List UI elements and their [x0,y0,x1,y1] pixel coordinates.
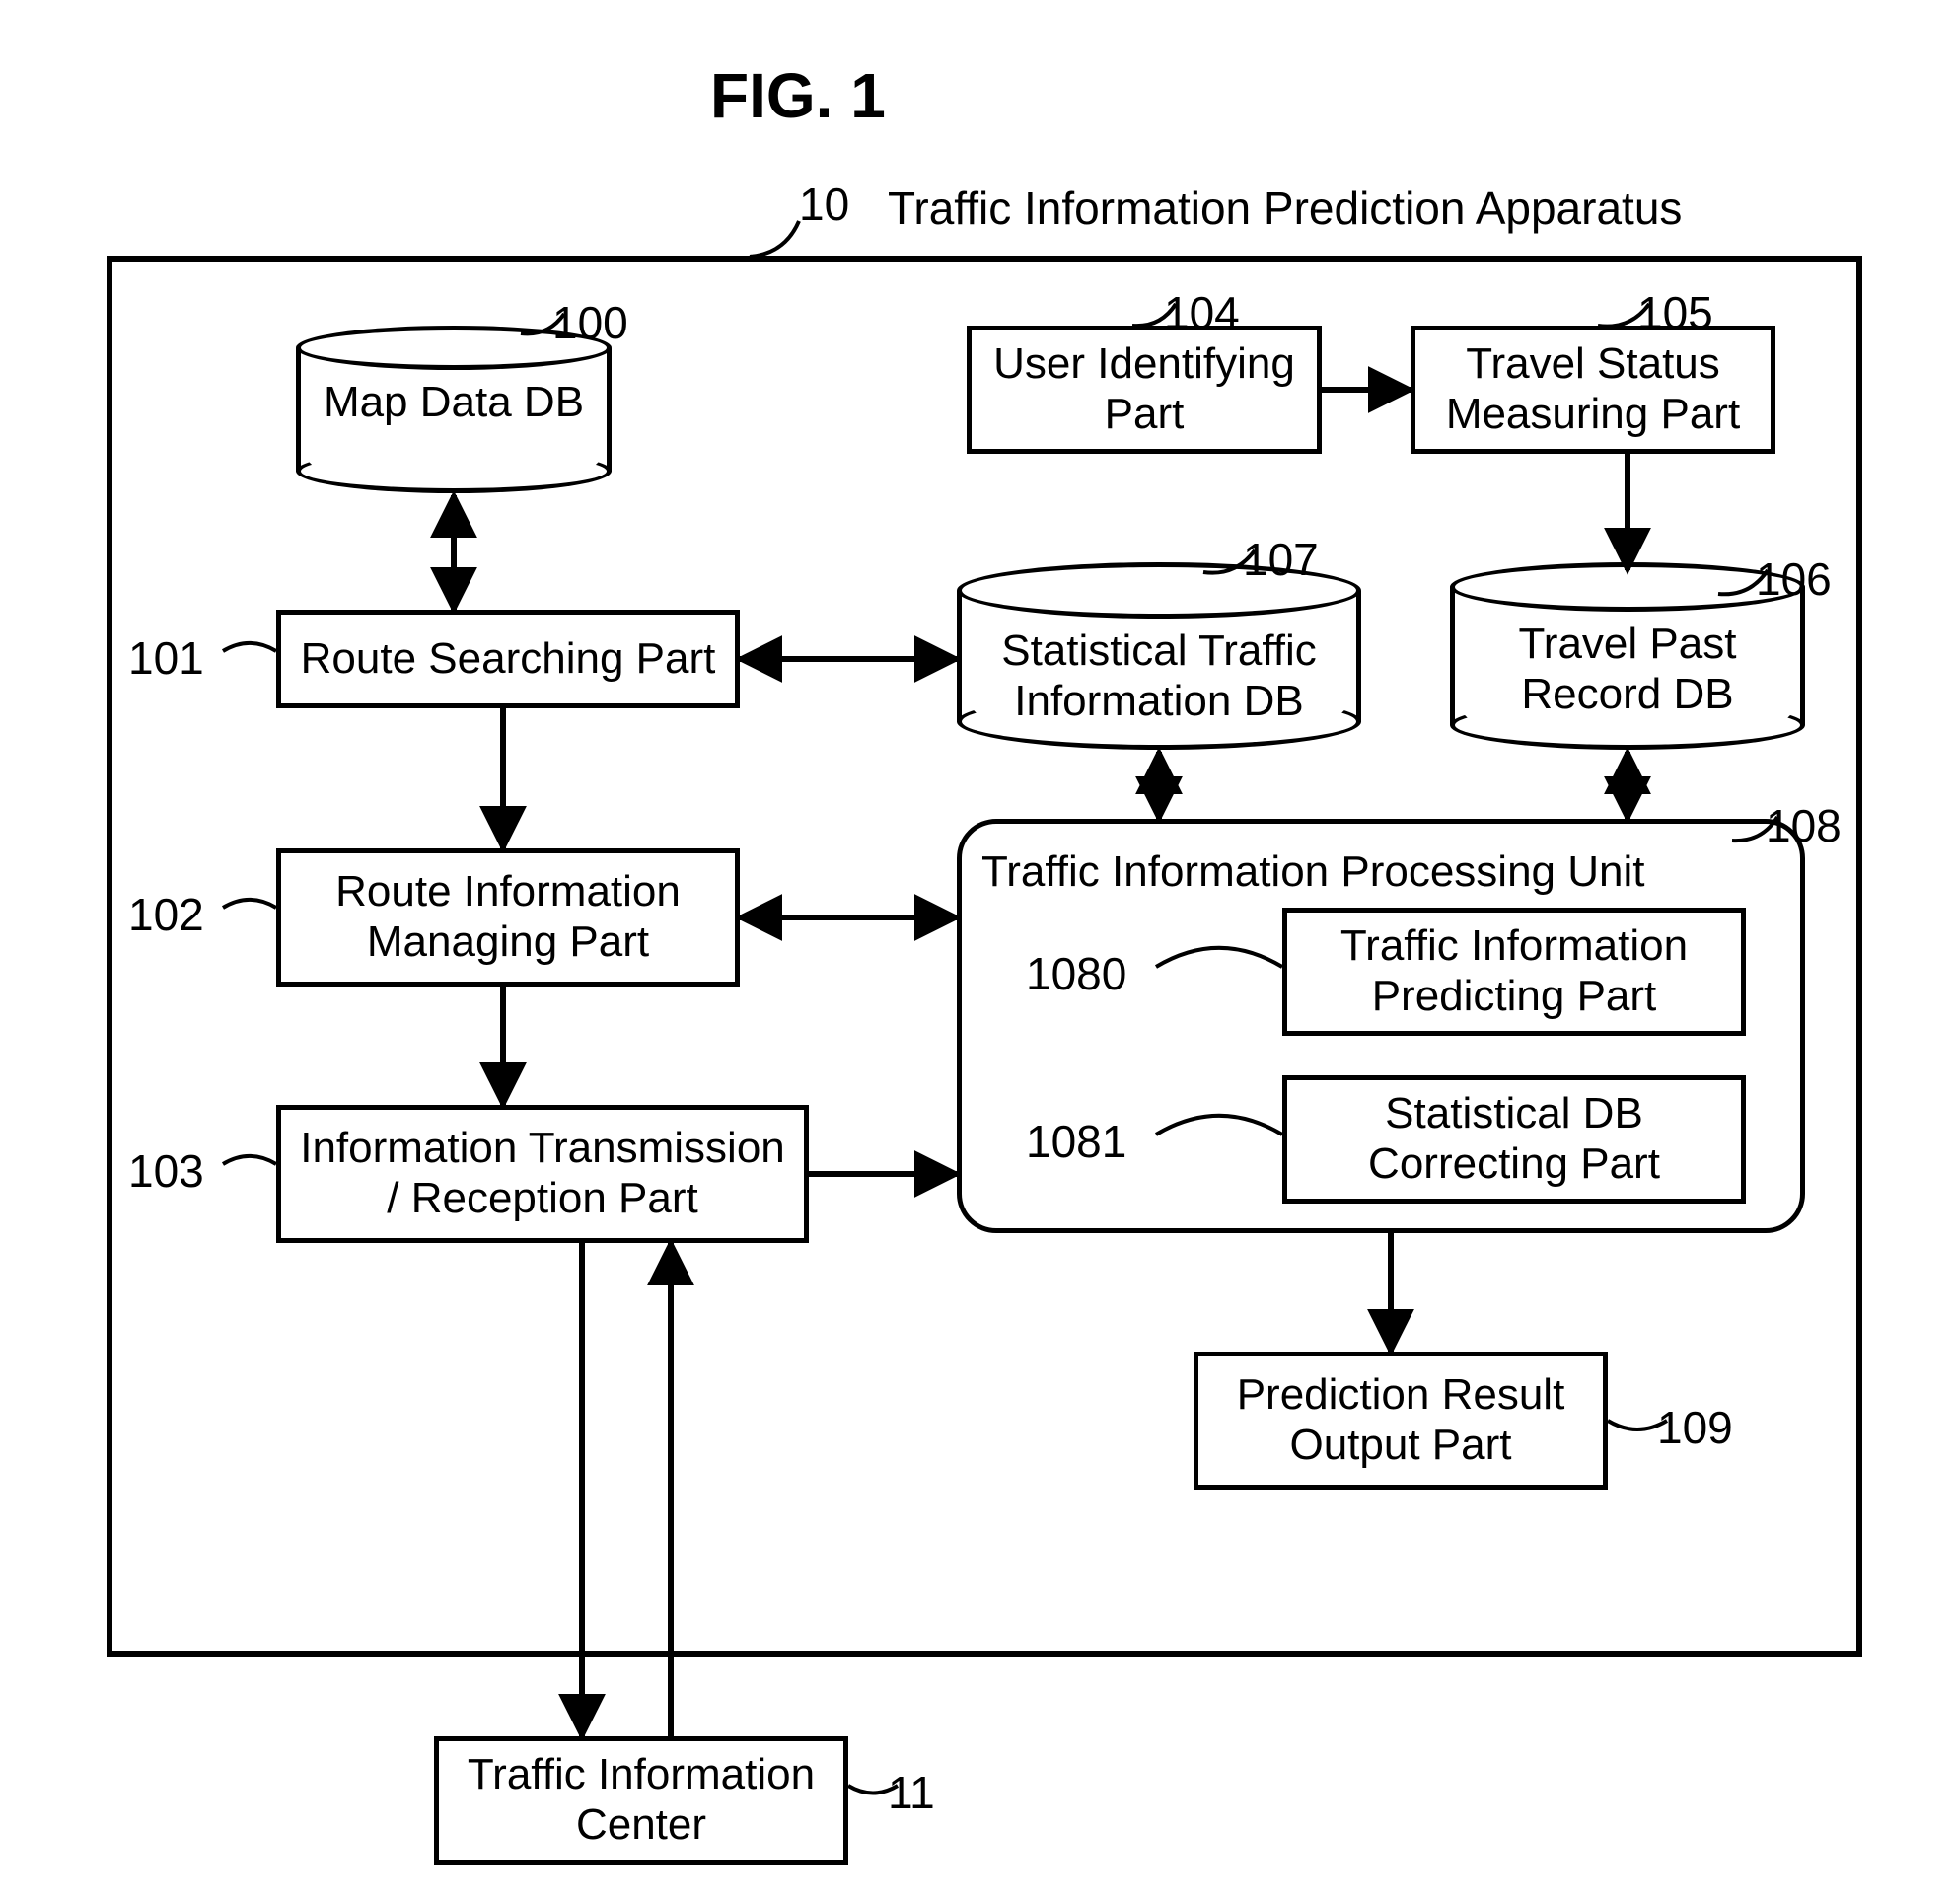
traffic_center-box: Traffic InformationCenter [434,1736,848,1865]
lead-10 [750,221,799,256]
map_db-text: Map Data DB [296,378,612,428]
apparatus-text-label: Traffic Information Prediction Apparatus [888,182,1682,235]
diagram-canvas: FIG. 1 10 Traffic Information Prediction… [0,0,1954,1904]
pred_output-box: Prediction ResultOutput Part [1194,1352,1608,1490]
travel_past_db-cylinder: Travel PastRecord DB [1450,562,1805,750]
user_id-num-label: 104 [1164,286,1240,339]
stat_db-num-label: 107 [1243,533,1319,586]
info_trx-box: Information Transmission/ Reception Part [276,1105,809,1243]
route_search-num-label: 101 [128,631,204,685]
travel_status-num-label: 105 [1637,286,1713,339]
stat_db-text: Statistical TrafficInformation DB [957,626,1361,726]
info_trx-num-label: 103 [128,1144,204,1198]
travel_past_db-num-label: 106 [1756,552,1832,606]
route_info_mgr-box: Route InformationManaging Part [276,848,740,987]
apparatus-number-label: 10 [799,178,849,231]
map_db-cylinder: Map Data DB [296,326,612,493]
correcting-box: Statistical DBCorrecting Part [1282,1075,1746,1204]
travel_past_db-text: Travel PastRecord DB [1450,620,1805,719]
route_info_mgr-num-label: 102 [128,888,204,941]
proc_unit-num-label: 108 [1766,799,1842,852]
correcting-num-label: 1081 [1026,1115,1126,1168]
stat_db-cylinder: Statistical TrafficInformation DB [957,562,1361,750]
predicting-num-label: 1080 [1026,947,1126,1000]
user_id-box: User IdentifyingPart [967,326,1322,454]
map_db-num-label: 100 [552,296,628,349]
predicting-box: Traffic InformationPredicting Part [1282,908,1746,1036]
proc_unit-title: Traffic Information Processing Unit [981,847,1780,897]
figure-title: FIG. 1 [710,59,886,132]
traffic_center-num-label: 11 [888,1766,935,1819]
pred_output-num-label: 109 [1657,1401,1733,1454]
route_search-box: Route Searching Part [276,610,740,708]
travel_status-box: Travel StatusMeasuring Part [1411,326,1775,454]
